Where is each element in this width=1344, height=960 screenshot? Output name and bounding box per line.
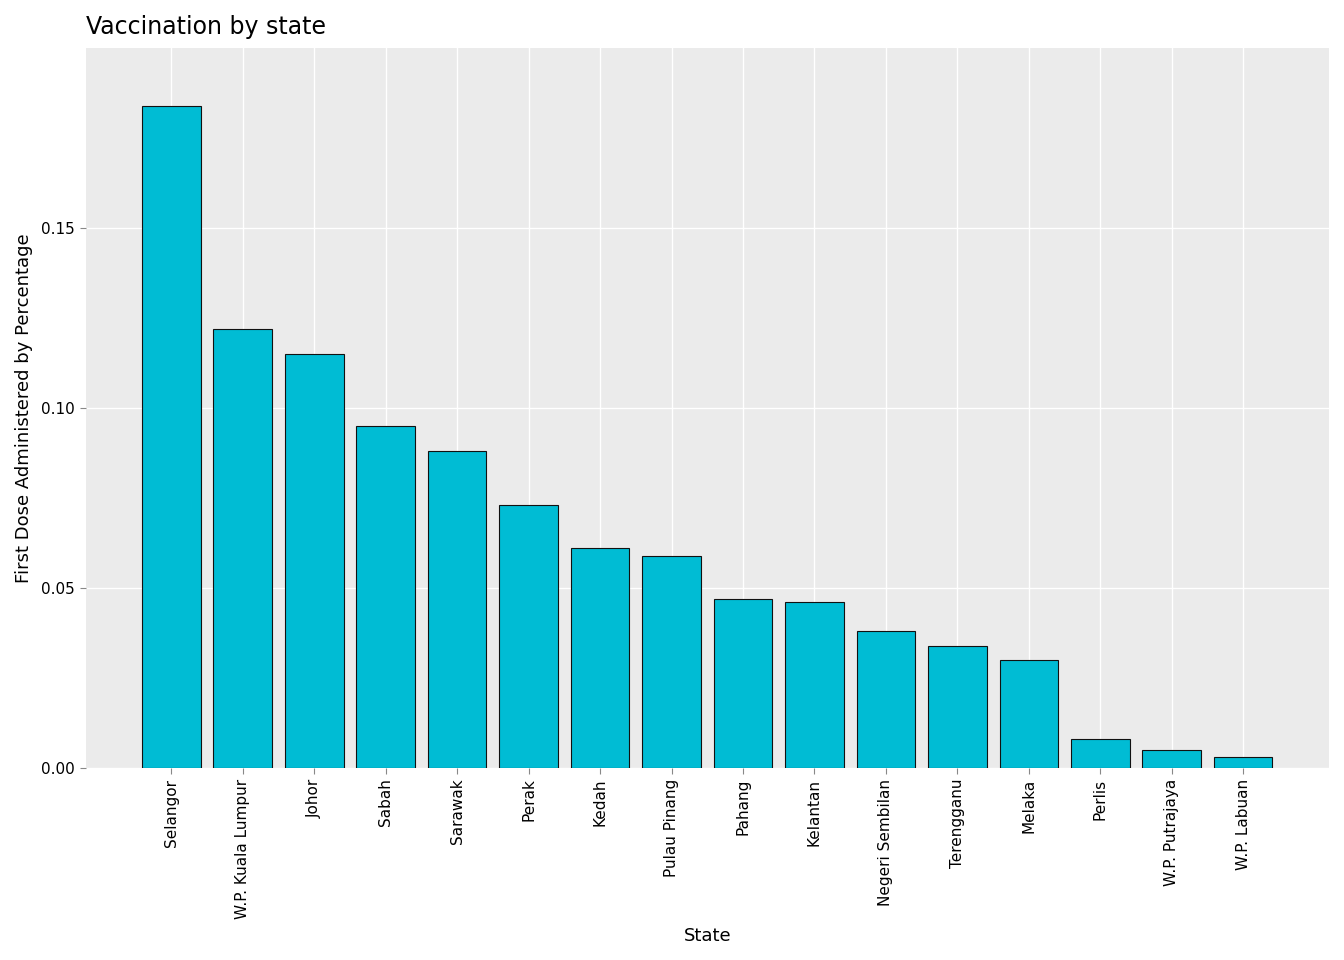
- Text: Vaccination by state: Vaccination by state: [86, 15, 325, 39]
- Bar: [1214, 757, 1273, 768]
- Bar: [714, 599, 773, 768]
- Bar: [571, 548, 629, 768]
- Bar: [1000, 660, 1058, 768]
- Bar: [500, 505, 558, 768]
- Bar: [427, 451, 487, 768]
- Y-axis label: First Dose Administered by Percentage: First Dose Administered by Percentage: [15, 233, 34, 583]
- Bar: [1142, 750, 1202, 768]
- X-axis label: State: State: [684, 927, 731, 945]
- Bar: [285, 354, 344, 768]
- Bar: [929, 646, 986, 768]
- Bar: [356, 426, 415, 768]
- Bar: [214, 328, 271, 768]
- Bar: [856, 632, 915, 768]
- Bar: [785, 603, 844, 768]
- Bar: [142, 106, 200, 768]
- Bar: [1071, 739, 1129, 768]
- Bar: [642, 556, 700, 768]
